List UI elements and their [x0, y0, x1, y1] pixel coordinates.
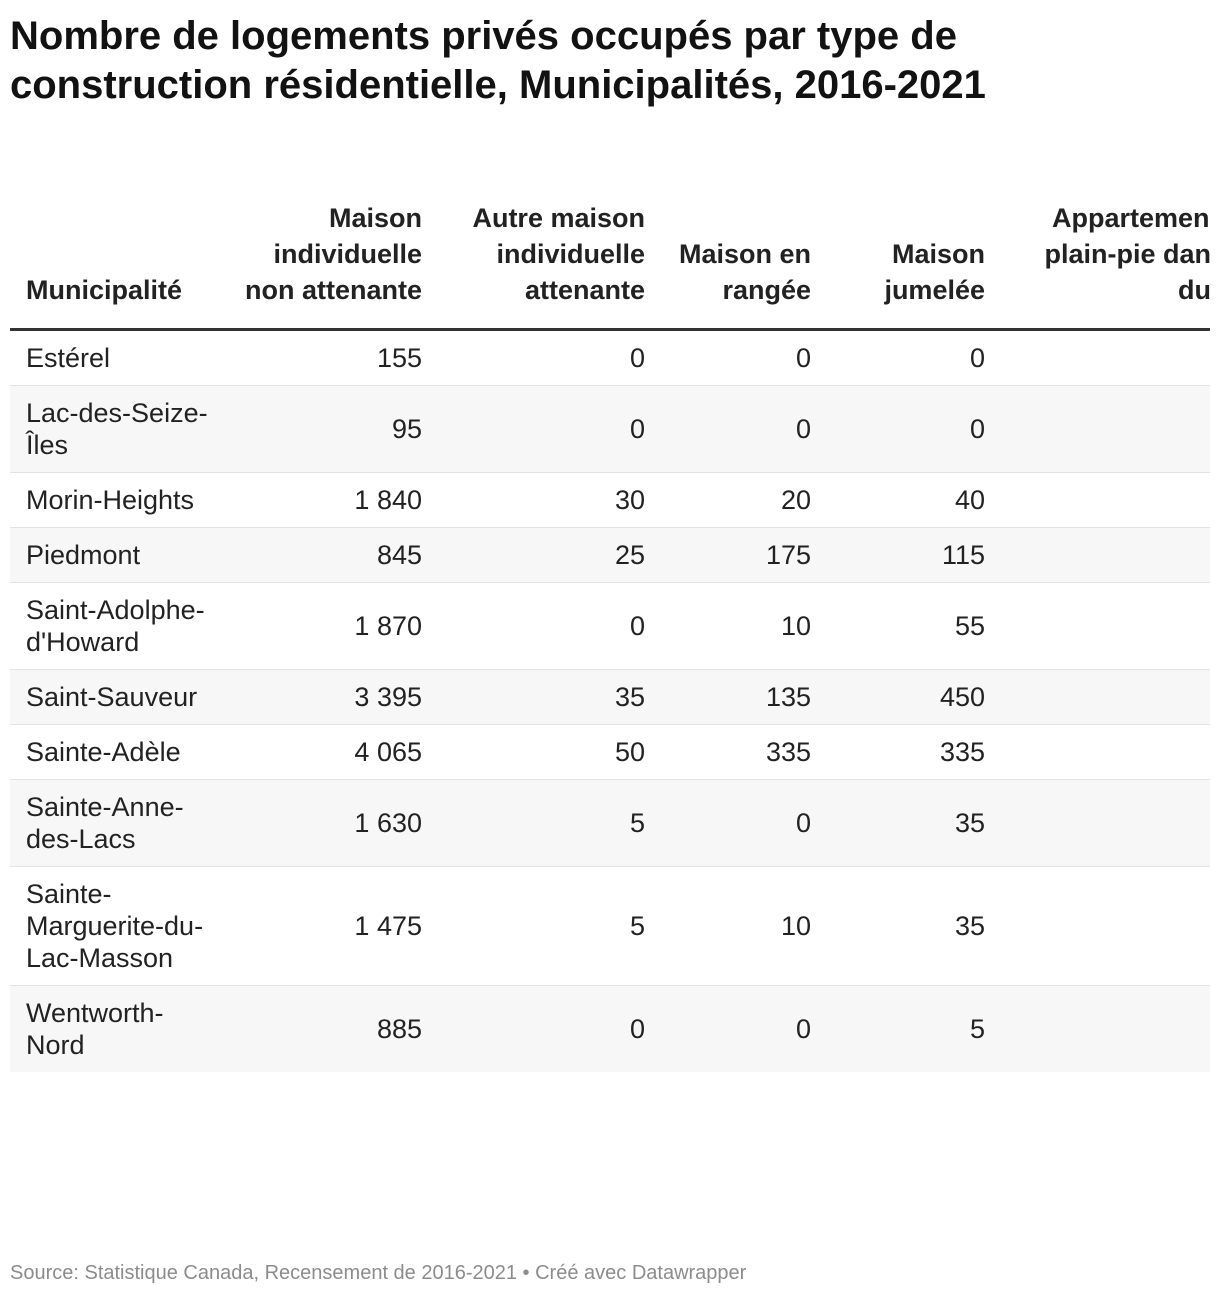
- maison-non-attenante-cell: 1 630: [354, 808, 422, 838]
- table-row: Sainte-Marguerite-du-Lac-Masson 1 475 5 10 3…: [10, 867, 1210, 986]
- table-header-row: Municipalité Maison individuelle non att…: [10, 200, 1210, 330]
- table-row: Lac-des-Seize-Îles 95 0 0 0: [10, 385, 1210, 473]
- column-header-autre-maison-individuelle-attenante[interactable]: Autre maison individuelle attenante: [472, 203, 645, 305]
- appartement-duplex-cell: 15: [985, 473, 1210, 528]
- table-row: Saint-Adolphe-d'Howard 1 870 0 10 553: [10, 583, 1210, 670]
- appartement-duplex-cell: 83: [985, 670, 1210, 725]
- maison-jumelee-cell: 55: [954, 611, 985, 641]
- municipality-cell: Saint-Sauveur: [26, 682, 198, 712]
- appartement-duplex-cell: [985, 330, 1210, 386]
- maison-non-attenante-cell: 845: [376, 540, 422, 570]
- appartement-duplex-cell: [985, 986, 1210, 1073]
- table-row: Sainte-Anne-des-Lacs 1 630 5 0 3510: [10, 779, 1210, 867]
- autre-maison-attenante-cell: 50: [614, 737, 645, 767]
- column-header-appartement-duplex[interactable]: Appartemen ou plain-pie dans u duple: [1044, 203, 1210, 305]
- appartement-duplex-cell: 10: [985, 867, 1210, 986]
- maison-rangee-cell: 0: [795, 414, 811, 444]
- autre-maison-attenante-cell: 25: [614, 540, 645, 570]
- maison-rangee-cell: 10: [780, 911, 811, 941]
- municipality-cell: Piedmont: [26, 540, 141, 570]
- autre-maison-attenante-cell: 0: [629, 1014, 645, 1044]
- autre-maison-attenante-cell: 5: [629, 808, 645, 838]
- maison-rangee-cell: 10: [780, 611, 811, 641]
- table-row: Wentworth-Nord 885 0 0 5: [10, 985, 1210, 1073]
- municipality-cell: Estérel: [26, 343, 111, 373]
- maison-jumelee-cell: 0: [969, 414, 985, 444]
- maison-rangee-cell: 0: [795, 343, 811, 373]
- municipality-cell: Saint-Adolphe-d'Howard: [26, 595, 205, 657]
- table-row: Estérel 155 0 0 0: [10, 330, 1210, 386]
- column-header-maison-en-rangee[interactable]: Maison en rangée: [678, 239, 811, 305]
- maison-jumelee-cell: 115: [941, 540, 985, 570]
- table-row: Morin-Heights 1 840 30 20 4015: [10, 473, 1210, 528]
- maison-non-attenante-cell: 1 840: [354, 485, 422, 515]
- column-header-maison-individuelle-non-attenante[interactable]: Maison individuelle non attenante: [244, 203, 422, 305]
- maison-rangee-cell: 175: [765, 540, 811, 570]
- table-row: Saint-Sauveur 3 395 35 135 45083: [10, 669, 1210, 725]
- maison-non-attenante-cell: 4 065: [354, 737, 422, 767]
- appartement-duplex-cell: 3: [985, 583, 1210, 670]
- maison-jumelee-cell: 450: [939, 682, 985, 712]
- autre-maison-attenante-cell: 30: [614, 485, 645, 515]
- maison-jumelee-cell: 35: [954, 911, 985, 941]
- maison-non-attenante-cell: 95: [391, 414, 422, 444]
- table-body: Estérel 155 0 0 0 Lac-des-Seize-Îles 95 0 0 0 Mori…: [10, 330, 1210, 1073]
- maison-rangee-cell: 20: [780, 485, 811, 515]
- maison-jumelee-cell: 0: [969, 343, 985, 373]
- municipality-cell: Sainte-Anne-des-Lacs: [26, 792, 184, 854]
- autre-maison-attenante-cell: 0: [629, 343, 645, 373]
- maison-rangee-cell: 335: [765, 737, 811, 767]
- maison-rangee-cell: 0: [795, 808, 811, 838]
- maison-non-attenante-cell: 3 395: [354, 682, 422, 712]
- autre-maison-attenante-cell: 35: [614, 682, 645, 712]
- maison-non-attenante-cell: 1 870: [354, 611, 422, 641]
- table-row: Piedmont 845 25 175 11514: [10, 527, 1210, 583]
- maison-jumelee-cell: 5: [969, 1014, 985, 1044]
- municipality-cell: Lac-des-Seize-Îles: [26, 398, 208, 460]
- autre-maison-attenante-cell: 0: [629, 611, 645, 641]
- autre-maison-attenante-cell: 0: [629, 414, 645, 444]
- column-header-maison-jumelee[interactable]: Maison jumelée: [884, 239, 985, 305]
- maison-jumelee-cell: 40: [954, 485, 985, 515]
- municipality-cell: Wentworth-Nord: [26, 998, 164, 1060]
- maison-rangee-cell: 135: [765, 682, 811, 712]
- maison-jumelee-cell: 335: [939, 737, 985, 767]
- maison-non-attenante-cell: 885: [376, 1014, 422, 1044]
- column-header-municipalite[interactable]: Municipalité: [26, 275, 183, 305]
- municipality-cell: Morin-Heights: [26, 485, 195, 515]
- chart-title: Nombre de logements privés occupés par t…: [10, 14, 986, 107]
- maison-non-attenante-cell: 155: [376, 343, 422, 373]
- municipality-cell: Sainte-Adèle: [26, 737, 181, 767]
- appartement-duplex-cell: 10: [985, 780, 1210, 867]
- autre-maison-attenante-cell: 5: [629, 911, 645, 941]
- source-note: Source: Statistique Canada, Recensement …: [10, 1262, 747, 1284]
- maison-rangee-cell: 0: [795, 1014, 811, 1044]
- maison-non-attenante-cell: 1 475: [354, 911, 422, 941]
- appartement-duplex-cell: 78: [985, 725, 1210, 780]
- appartement-duplex-cell: 14: [985, 528, 1210, 583]
- data-table: Municipalité Maison individuelle non att…: [10, 200, 1210, 1072]
- maison-jumelee-cell: 35: [954, 808, 985, 838]
- municipality-cell: Sainte-Marguerite-du-Lac-Masson: [26, 879, 204, 973]
- appartement-duplex-cell: [985, 386, 1210, 473]
